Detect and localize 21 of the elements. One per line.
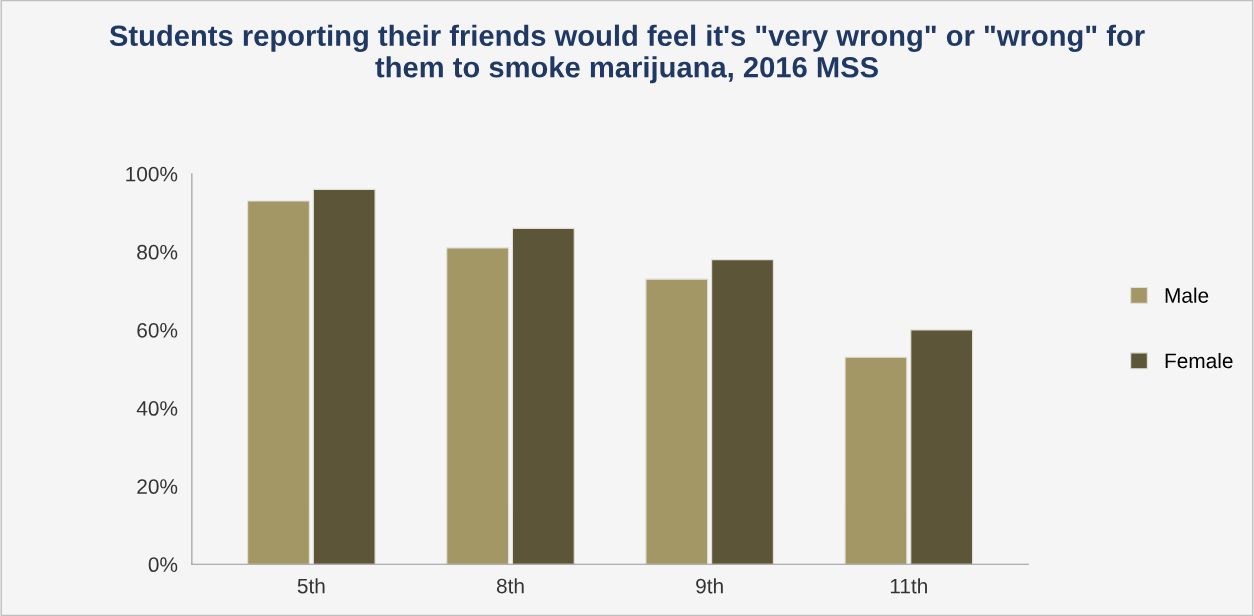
bar <box>446 247 510 565</box>
y-tick-label: 20% <box>137 479 178 494</box>
bar <box>711 259 774 565</box>
y-tick-label: 100% <box>126 166 178 182</box>
bar <box>645 278 709 565</box>
bar <box>910 329 974 565</box>
bar <box>511 227 575 565</box>
bar <box>247 200 310 565</box>
chart-title: Students reporting their friends would feel it's "very wrong" or "wrong" for them to smoke marijuana, 2016 MSS <box>109 24 1145 84</box>
legend-label: Male <box>1165 287 1209 303</box>
bar <box>312 188 376 565</box>
x-tick-label: 8th <box>496 578 524 594</box>
bar <box>844 356 908 565</box>
y-tick-label: 80% <box>137 244 178 260</box>
x-tick-label: 11th <box>890 578 927 594</box>
legend-label: Female <box>1165 352 1233 369</box>
x-tick-label: 9th <box>696 578 723 594</box>
y-tick-label: 40% <box>136 401 178 416</box>
y-tick-label: 60% <box>137 322 178 338</box>
x-tick-label: 5th <box>297 578 325 594</box>
y-tick-label: 0% <box>148 557 178 573</box>
